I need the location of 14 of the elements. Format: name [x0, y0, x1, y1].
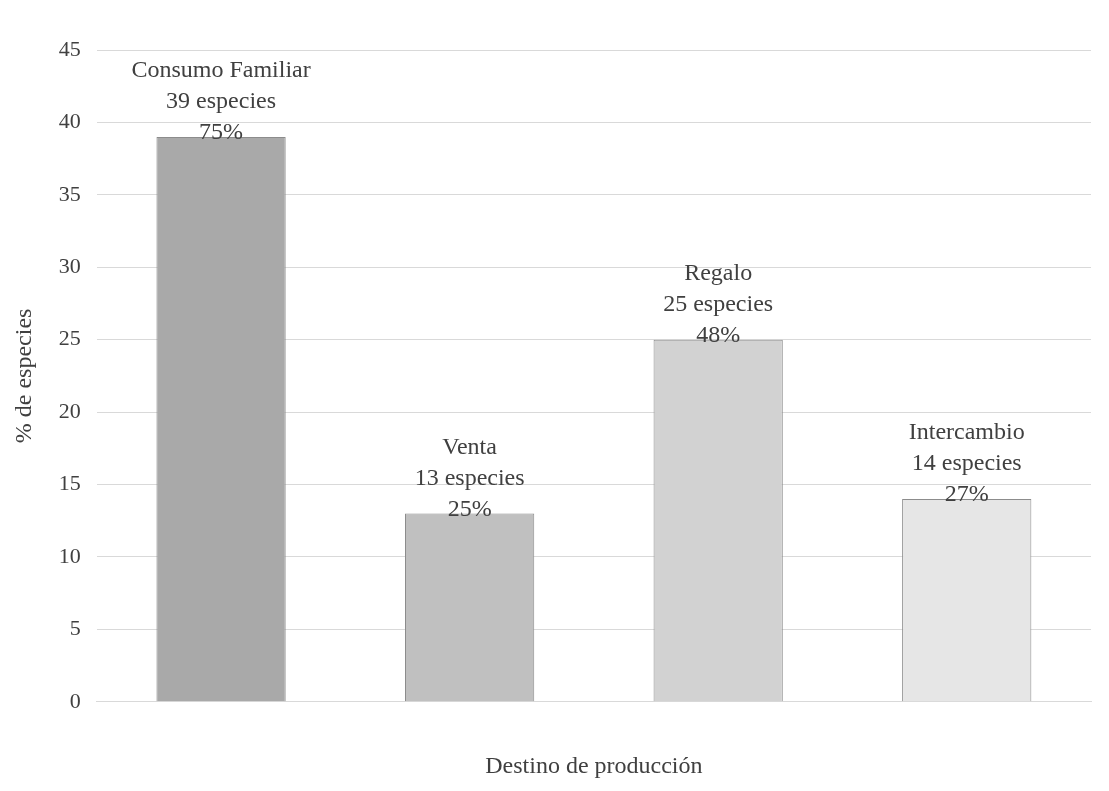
- y-tick-label: 40: [58, 108, 81, 134]
- y-tick-label: 5: [69, 615, 81, 641]
- y-tick-label: 35: [58, 180, 81, 206]
- y-tick-label: 10: [58, 542, 81, 568]
- y-axis-title: % de especies: [9, 308, 36, 444]
- data-label: Regalo 25 especies 48%: [663, 258, 774, 347]
- x-axis-title: Destino de producción: [485, 751, 703, 778]
- data-label: Venta 13 especies 25%: [414, 432, 525, 521]
- y-tick-label: 30: [58, 253, 81, 279]
- y-tick-label: 15: [58, 470, 81, 496]
- y-tick-label: 20: [58, 397, 81, 423]
- y-tick-label: 25: [58, 325, 81, 351]
- y-tick-label: 0: [69, 687, 81, 713]
- y-tick-label: 45: [58, 35, 81, 61]
